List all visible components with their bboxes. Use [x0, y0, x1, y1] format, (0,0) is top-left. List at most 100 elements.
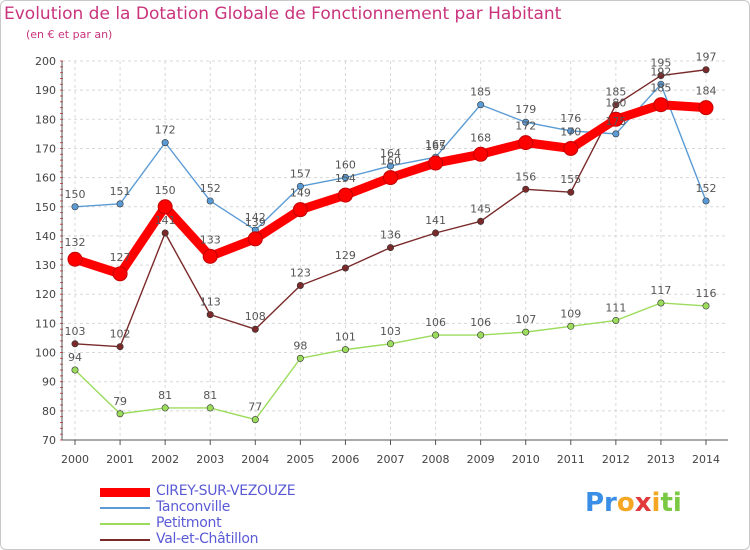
data-point [567, 127, 575, 135]
data-point [71, 366, 79, 374]
legend-swatch [100, 523, 150, 525]
data-label: 101 [335, 331, 356, 344]
y-tick-label: 150 [35, 201, 56, 214]
data-label: 185 [650, 82, 671, 95]
data-label: 179 [515, 103, 536, 116]
data-point [161, 139, 169, 147]
x-tick-label: 2003 [196, 453, 224, 466]
axes: 7080901001101201301401501601701801902002… [35, 55, 728, 466]
data-label: 94 [68, 351, 82, 364]
data-point [337, 187, 353, 203]
data-point [386, 340, 394, 348]
data-point [612, 130, 620, 138]
data-point [161, 404, 169, 412]
data-point [251, 416, 259, 424]
data-label: 197 [696, 51, 717, 64]
data-point [386, 162, 394, 170]
data-point [383, 170, 398, 186]
legend-label: Petitmont [156, 515, 222, 531]
data-label: 106 [470, 316, 491, 329]
data-point [202, 248, 218, 264]
data-label: 133 [200, 233, 221, 246]
data-label: 127 [110, 251, 131, 264]
data-point [296, 182, 304, 190]
data-point [702, 302, 710, 310]
data-label: 111 [605, 301, 626, 314]
data-label: 79 [113, 395, 127, 408]
data-label: 117 [650, 284, 671, 297]
data-point [206, 311, 214, 319]
y-tick-label: 100 [35, 347, 56, 360]
data-label: 165 [425, 140, 446, 153]
series-layer [67, 66, 714, 424]
data-point [296, 281, 304, 289]
logo-letter: x [634, 488, 652, 518]
data-point [702, 197, 710, 205]
data-point [296, 354, 304, 362]
y-tick-label: 130 [35, 259, 56, 272]
legend-label: Val-et-Châtillon [156, 531, 259, 547]
data-point [522, 328, 530, 336]
data-label: 151 [110, 185, 131, 198]
data-point [567, 188, 575, 196]
x-tick-label: 2009 [467, 453, 495, 466]
data-point [292, 202, 308, 218]
data-point [608, 111, 624, 127]
y-tick-label: 200 [35, 55, 56, 68]
data-label: 81 [158, 389, 172, 402]
data-point [428, 155, 444, 171]
data-point [657, 80, 665, 88]
data-label: 185 [470, 86, 491, 99]
data-point [567, 322, 575, 330]
data-point [341, 174, 349, 182]
data-label: 149 [290, 187, 311, 200]
x-tick-label: 2007 [377, 453, 405, 466]
y-tick-label: 70 [42, 434, 56, 447]
data-label: 103 [380, 325, 401, 338]
data-label: 154 [335, 172, 356, 185]
x-tick-label: 2004 [241, 453, 269, 466]
data-point [477, 101, 485, 109]
data-point [518, 135, 534, 151]
x-tick-label: 2006 [331, 453, 359, 466]
data-label: 195 [650, 57, 671, 70]
data-label: 157 [290, 167, 311, 180]
data-label: 139 [245, 216, 266, 229]
data-point [116, 200, 124, 208]
data-label: 132 [65, 236, 86, 249]
y-tick-label: 110 [35, 317, 56, 330]
x-tick-label: 2013 [647, 453, 675, 466]
data-label: 123 [290, 266, 311, 279]
y-tick-label: 190 [35, 84, 56, 97]
x-tick-label: 2001 [106, 453, 134, 466]
data-label: 136 [380, 229, 401, 242]
data-label: 103 [65, 325, 86, 338]
data-point [341, 264, 349, 272]
data-point [653, 97, 669, 113]
x-tick-label: 2014 [692, 453, 720, 466]
y-tick-label: 160 [35, 172, 56, 185]
data-label: 109 [560, 307, 581, 320]
y-tick-label: 90 [42, 376, 56, 389]
data-point [612, 101, 620, 109]
data-point [161, 229, 169, 237]
proxiti-logo: Proxiti [585, 488, 682, 518]
data-point [657, 72, 665, 80]
data-label: 172 [155, 124, 176, 137]
chart-title: Evolution de la Dotation Globale de Fonc… [4, 4, 562, 24]
y-tick-label: 80 [42, 405, 56, 418]
x-tick-label: 2005 [286, 453, 314, 466]
legend-swatch [100, 487, 150, 497]
data-point [477, 217, 485, 225]
data-point [698, 100, 714, 116]
series-petitmont [71, 299, 710, 424]
data-label: 155 [560, 173, 581, 186]
data-label: 160 [335, 159, 356, 172]
data-point [116, 343, 124, 351]
data-label: 184 [696, 85, 717, 98]
logo-letter: ti [660, 488, 682, 518]
data-label: 150 [155, 184, 176, 197]
data-label: 141 [425, 214, 446, 227]
data-label: 172 [515, 120, 536, 133]
data-point [522, 185, 530, 193]
